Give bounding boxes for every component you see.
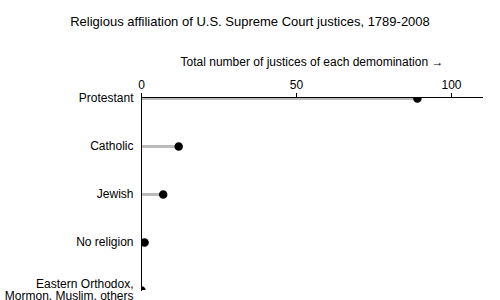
svg-text:100: 100 — [441, 78, 461, 92]
svg-text:Protestant: Protestant — [79, 91, 134, 105]
svg-text:Catholic: Catholic — [90, 139, 133, 153]
svg-text:50: 50 — [290, 78, 304, 92]
html-text:Religious affiliation of U.S.: Religious affiliation of U.S. Supreme Co… — [70, 14, 430, 29]
svg-text:Eastern Orthodox,Mormon, Musli: Eastern Orthodox,Mormon, Muslim, others — [5, 277, 134, 300]
svg-text:Total number of justices of ea: Total number of justices of each demomin… — [181, 55, 444, 69]
svg-text:0: 0 — [138, 78, 145, 92]
svg-text:Jewish: Jewish — [97, 187, 134, 201]
svg-text:No religion: No religion — [76, 235, 133, 249]
